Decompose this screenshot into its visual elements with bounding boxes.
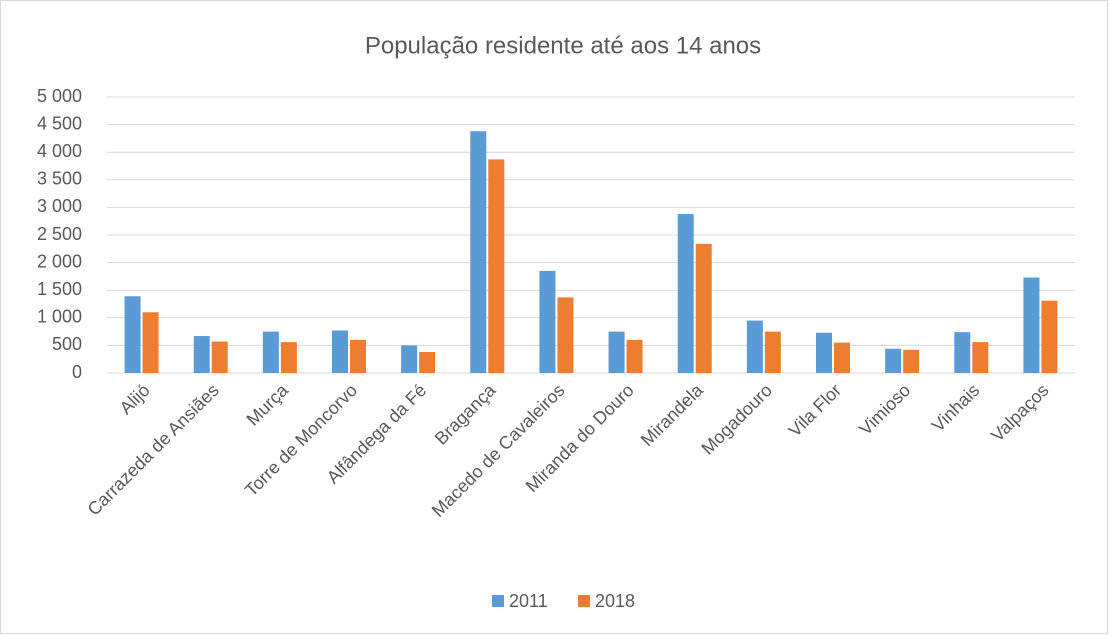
- y-tick-label: 500: [52, 334, 82, 354]
- y-tick-label: 4 000: [37, 141, 82, 161]
- bar: [885, 348, 902, 373]
- y-tick-label: 2 500: [37, 224, 82, 244]
- y-tick-label: 1 500: [37, 279, 82, 299]
- chart-title: População residente até aos 14 anos: [365, 32, 761, 59]
- bar: [262, 331, 279, 373]
- bar: [419, 352, 436, 373]
- bar: [816, 332, 832, 373]
- legend-swatch: [492, 595, 504, 607]
- bar: [124, 296, 141, 373]
- bar: [211, 341, 228, 373]
- bar: [608, 331, 625, 373]
- bar: [764, 331, 781, 373]
- bar: [746, 320, 763, 373]
- y-tick-label: 0: [72, 362, 82, 382]
- bar: [626, 339, 643, 373]
- y-tick-label: 3 000: [37, 196, 82, 216]
- legend-label: 2018: [595, 591, 635, 611]
- bar: [1023, 277, 1040, 373]
- legend-swatch: [578, 595, 590, 607]
- bar: [903, 349, 920, 373]
- bar: [834, 342, 850, 373]
- bar: [142, 312, 159, 373]
- y-tick-label: 3 500: [37, 169, 82, 189]
- y-tick-label: 2 000: [37, 251, 82, 271]
- bar: [1041, 300, 1058, 373]
- bar: [954, 332, 971, 373]
- bar: [677, 214, 694, 373]
- bar: [488, 159, 505, 373]
- bar: [350, 339, 366, 373]
- bar: [470, 131, 487, 373]
- bar: [557, 297, 574, 373]
- y-tick-label: 4 500: [37, 113, 82, 133]
- bar: [332, 330, 348, 373]
- bar: [539, 270, 556, 373]
- legend-label: 2011: [509, 591, 548, 611]
- bar: [695, 243, 712, 373]
- bar: [972, 342, 989, 373]
- y-tick-label: 5 000: [37, 86, 82, 106]
- bar: [280, 342, 297, 373]
- bar: [401, 345, 418, 373]
- y-tick-label: 1 000: [37, 307, 82, 327]
- bar: [193, 336, 210, 373]
